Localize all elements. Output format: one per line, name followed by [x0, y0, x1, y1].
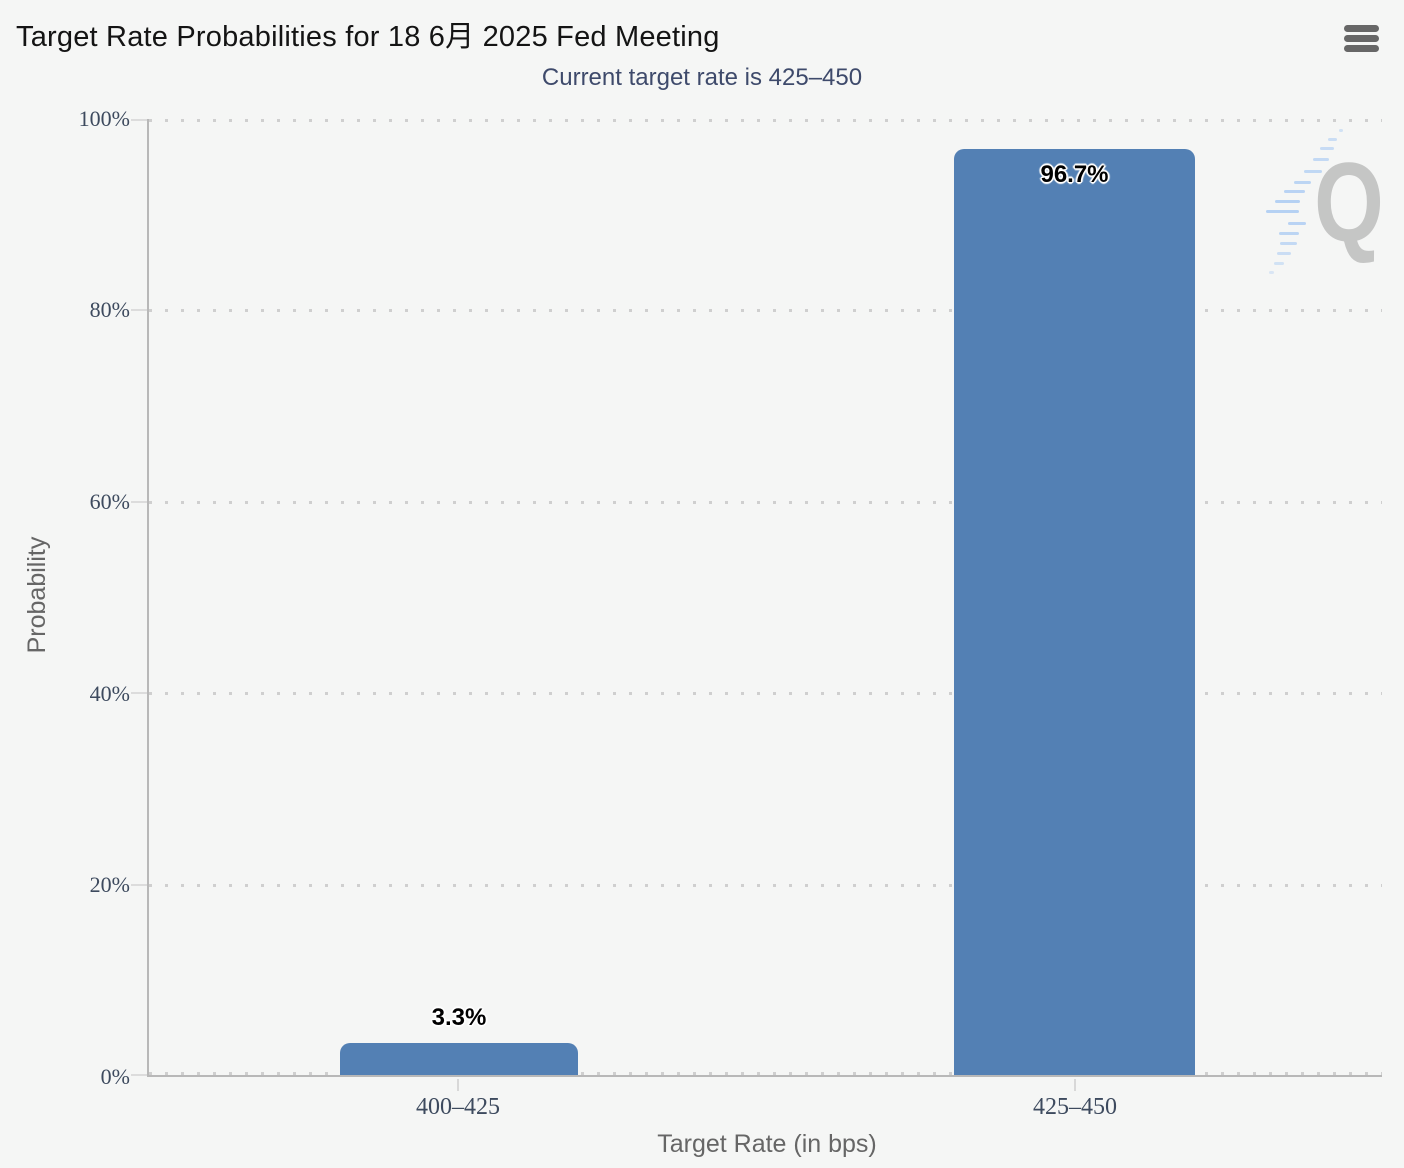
chart-context-menu-button[interactable]	[1339, 18, 1383, 58]
data-label-400-425: 3.3%	[431, 1004, 487, 1031]
data-label-425-450: 96.7%	[1040, 161, 1109, 188]
y-tick-label-0: 0%	[100, 1064, 130, 1089]
gridline	[149, 501, 1382, 504]
chart-title: Target Rate Probabilities for 18 6月 2025…	[16, 21, 720, 53]
watermark-dash	[1269, 271, 1274, 274]
watermark-dash	[1274, 262, 1284, 265]
watermark-dash	[1277, 252, 1291, 255]
y-tick-label-20: 20%	[89, 872, 130, 897]
y-tick	[131, 1074, 147, 1076]
x-category-label-400-425: 400–425	[416, 1094, 500, 1120]
quikstrike-logo-watermark: Q	[1314, 140, 1384, 265]
y-tick	[131, 309, 147, 311]
chart-subtitle: Current target rate is 425–450	[541, 64, 863, 91]
watermark-dash	[1339, 129, 1343, 132]
gridline	[149, 309, 1382, 312]
watermark-dash	[1304, 170, 1322, 173]
y-tick	[131, 692, 147, 694]
gridline	[149, 1072, 1382, 1075]
y-tick	[131, 884, 147, 886]
y-tick-label-60: 60%	[89, 489, 130, 514]
watermark-dash	[1284, 190, 1305, 193]
y-axis-title: Probability	[23, 536, 51, 654]
watermark-dash	[1275, 200, 1300, 203]
plot-area: Q 3.3% 96.7%	[131, 119, 1384, 1077]
x-category-label-425-450: 425–450	[1033, 1094, 1117, 1120]
gridline	[149, 692, 1382, 695]
watermark-dash	[1320, 147, 1334, 150]
menu-icon-bar	[1343, 24, 1379, 32]
bar-400-425[interactable]	[340, 1043, 578, 1075]
gridline	[149, 119, 1382, 122]
watermark-dash	[1279, 232, 1299, 235]
bar-425-450[interactable]	[954, 149, 1195, 1075]
y-tick-label-100: 100%	[78, 106, 130, 131]
watermark-dash	[1294, 181, 1311, 184]
watermark-dash	[1288, 222, 1306, 225]
watermark-dash	[1280, 242, 1297, 245]
menu-icon-bar	[1343, 44, 1379, 52]
x-tick	[1074, 1079, 1076, 1091]
watermark-dash	[1313, 158, 1329, 161]
watermark-dash	[1328, 138, 1337, 141]
y-tick	[131, 501, 147, 503]
x-tick	[457, 1079, 459, 1091]
menu-icon-bar	[1343, 34, 1379, 42]
y-tick-label-40: 40%	[89, 681, 130, 706]
watermark-dash	[1266, 210, 1299, 213]
gridline	[149, 884, 1382, 887]
y-tick	[131, 119, 147, 121]
y-tick-label-80: 80%	[89, 297, 130, 322]
x-axis-title: Target Rate (in bps)	[657, 1130, 877, 1158]
